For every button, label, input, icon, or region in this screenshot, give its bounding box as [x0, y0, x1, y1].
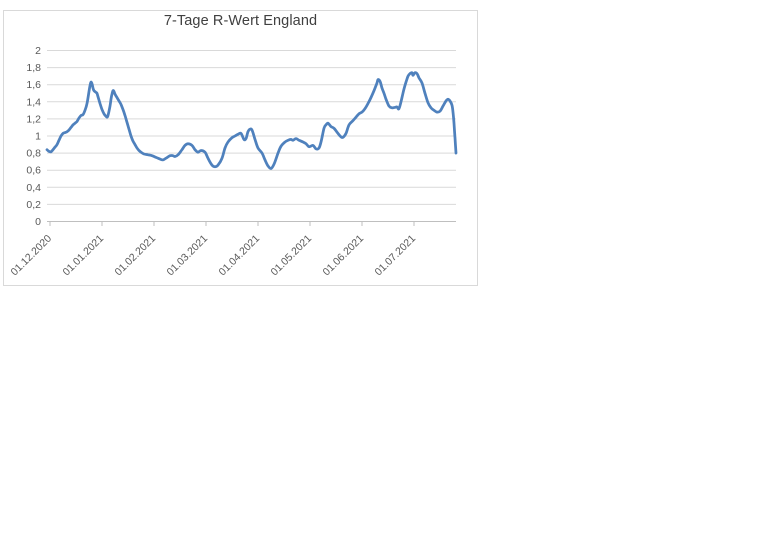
x-axis-tick-label: 01.02.2021	[112, 233, 158, 279]
y-axis-tick-label: 0,6	[26, 165, 41, 177]
y-axis-tick-label: 1,2	[26, 113, 41, 125]
y-axis-tick-label: 0	[35, 216, 41, 228]
y-axis-tick-label: 1	[35, 131, 41, 143]
x-axis-tick-label: 01.06.2021	[320, 233, 366, 279]
x-axis-tick-label: 01.03.2021	[164, 233, 210, 279]
x-axis-tick-label: 01.12.2020	[8, 233, 54, 279]
y-axis-tick-label: 0,4	[26, 182, 41, 194]
x-axis-tick-label: 01.05.2021	[268, 233, 314, 279]
y-axis-tick-label: 2	[35, 45, 41, 57]
y-axis-tick-label: 0,8	[26, 148, 41, 160]
x-axis-tick-label: 01.07.2021	[372, 233, 418, 279]
y-axis-tick-label: 1,8	[26, 62, 41, 74]
chart-container[interactable]: 7-Tage R-Wert England	[3, 10, 478, 286]
y-axis-tick-label: 1,6	[26, 79, 41, 91]
x-axis-tick-label: 01.04.2021	[216, 233, 262, 279]
x-axis-tick-label: 01.01.2021	[60, 233, 106, 279]
y-axis-tick-label: 0,2	[26, 199, 41, 211]
chart-title: 7-Tage R-Wert England	[163, 13, 318, 29]
y-axis-tick-label: 1,4	[26, 96, 41, 108]
series-line	[45, 71, 458, 170]
